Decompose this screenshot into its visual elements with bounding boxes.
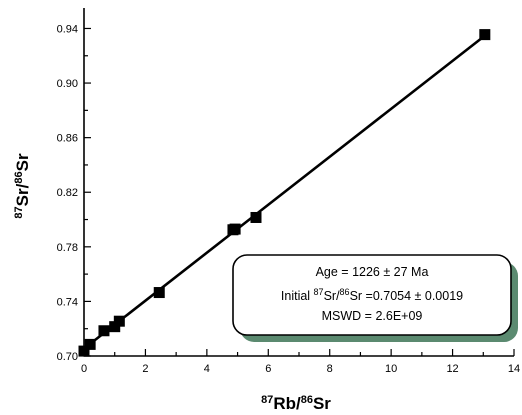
annotation-initial-sup2: 86 [340,287,350,297]
y-ticks: 0.70 0.74 0.78 0.82 0.86 0.90 0.94 [57,23,91,363]
annotation-initial-prefix: Initial [281,289,314,303]
y-tick-label: 0.78 [57,242,78,254]
x-axis-title-base2: Sr [313,394,331,413]
x-tick-label: 8 [327,363,333,375]
data-points [78,29,491,357]
x-tick-label: 12 [446,363,458,375]
y-axis-title: 87Sr/86Sr [13,153,32,219]
y-axis-title-base2: Sr [13,153,32,171]
y-tick-label: 0.82 [57,187,78,199]
data-point [78,345,90,357]
x-axis-title-sup2: 86 [301,394,313,406]
annotation-initial-sup1: 87 [314,287,324,297]
x-tick-label: 14 [508,363,520,375]
y-axis-title-base1: Sr/ [13,183,32,206]
y-tick-label: 0.70 [57,351,78,363]
annotation-initial-ratio: Initial 87Sr/86Sr =0.7054 ± 0.0019 [281,287,463,303]
annotation-box: Age = 1226 ± 27 Ma Initial 87Sr/86Sr =0.… [232,254,518,342]
x-tick-label: 10 [385,363,397,375]
y-tick-label: 0.94 [57,23,78,35]
x-tick-label: 0 [81,363,87,375]
annotation-age: Age = 1226 ± 27 Ma [316,265,429,279]
y-tick-label: 0.74 [57,296,78,308]
x-axis-title: 87Rb/86Sr [261,394,331,413]
x-axis-title-base1: Rb/ [273,394,301,413]
isochron-fit-line [83,33,488,350]
y-axis-title-sup1: 87 [13,206,25,218]
x-tick-label: 2 [142,363,148,375]
x-tick-label: 4 [204,363,210,375]
x-axis-title-sup1: 87 [261,394,273,406]
data-point [98,325,110,337]
data-point [479,29,491,41]
y-axis-title-sup2: 86 [13,171,25,183]
data-point [229,223,241,235]
data-point [250,211,262,223]
data-point [153,287,165,299]
data-point [84,338,96,350]
y-tick-label: 0.90 [57,78,78,90]
annotation-mswd: MSWD = 2.6E+09 [322,309,423,323]
y-tick-label: 0.86 [57,133,78,145]
annotation-initial-mid: Sr/ [324,289,341,303]
x-ticks: 0 2 4 6 8 10 12 14 [81,349,520,375]
x-tick-label: 6 [265,363,271,375]
annotation-panel [232,254,512,336]
annotation-initial-suffix: Sr =0.7054 ± 0.0019 [350,289,464,303]
data-point [113,315,125,327]
